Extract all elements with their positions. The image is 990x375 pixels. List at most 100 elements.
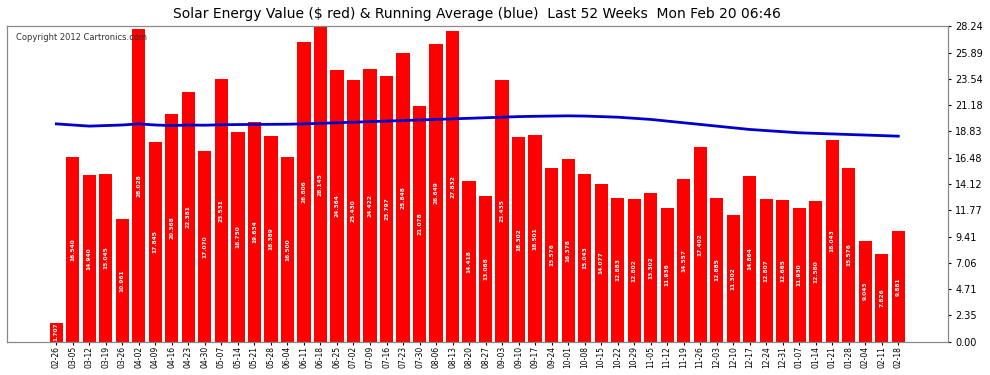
Text: 10.961: 10.961 xyxy=(120,269,125,292)
Text: 21.078: 21.078 xyxy=(417,213,422,236)
Text: 12.580: 12.580 xyxy=(813,260,819,283)
Bar xyxy=(430,44,443,342)
Bar xyxy=(50,322,63,342)
Text: 14.418: 14.418 xyxy=(466,250,471,273)
Bar xyxy=(842,168,855,342)
Text: 28.028: 28.028 xyxy=(137,174,142,196)
Bar xyxy=(182,92,195,342)
Text: 26.649: 26.649 xyxy=(434,182,439,204)
Bar xyxy=(545,168,558,342)
Text: 18.043: 18.043 xyxy=(830,230,835,252)
Bar xyxy=(99,174,113,342)
Bar xyxy=(297,42,311,342)
Bar xyxy=(892,231,905,342)
Text: 7.826: 7.826 xyxy=(879,289,884,308)
Text: 11.936: 11.936 xyxy=(664,264,669,286)
Bar xyxy=(479,196,492,342)
Bar xyxy=(331,69,344,342)
Text: 14.940: 14.940 xyxy=(87,247,92,270)
Text: 28.145: 28.145 xyxy=(318,173,323,196)
Text: 15.576: 15.576 xyxy=(549,243,554,266)
Bar xyxy=(396,53,410,342)
Bar xyxy=(165,114,178,342)
Text: 16.500: 16.500 xyxy=(285,238,290,261)
Bar xyxy=(875,254,888,342)
Text: 14.077: 14.077 xyxy=(599,252,604,274)
Text: 18.501: 18.501 xyxy=(533,227,538,250)
Text: 12.802: 12.802 xyxy=(632,259,637,282)
Bar xyxy=(215,79,228,342)
Text: 17.845: 17.845 xyxy=(152,231,157,254)
Bar xyxy=(660,209,674,342)
Text: 18.389: 18.389 xyxy=(268,228,273,251)
Bar xyxy=(595,184,608,342)
Bar xyxy=(776,200,789,342)
Text: 11.302: 11.302 xyxy=(731,267,736,290)
Text: 9.043: 9.043 xyxy=(862,282,868,300)
Title: Solar Energy Value ($ red) & Running Average (blue)  Last 52 Weeks  Mon Feb 20 0: Solar Energy Value ($ red) & Running Ave… xyxy=(173,7,781,21)
Bar xyxy=(66,157,79,342)
Bar xyxy=(198,151,212,342)
Text: 23.797: 23.797 xyxy=(384,197,389,220)
Text: 26.806: 26.806 xyxy=(301,181,307,203)
Text: 18.302: 18.302 xyxy=(516,228,521,251)
Bar xyxy=(793,209,806,342)
Text: 23.531: 23.531 xyxy=(219,199,224,222)
Text: 11.930: 11.930 xyxy=(797,264,802,286)
Text: 24.422: 24.422 xyxy=(367,194,372,217)
Bar xyxy=(363,69,376,342)
Text: 16.378: 16.378 xyxy=(565,239,570,262)
Text: 23.435: 23.435 xyxy=(500,200,505,222)
Bar xyxy=(281,158,294,342)
Bar xyxy=(446,31,459,342)
Bar xyxy=(727,215,740,342)
Bar xyxy=(858,241,872,342)
Text: 25.848: 25.848 xyxy=(401,186,406,209)
Text: 13.068: 13.068 xyxy=(483,257,488,280)
Bar xyxy=(346,80,360,342)
Text: 14.557: 14.557 xyxy=(681,249,686,272)
Text: 17.070: 17.070 xyxy=(202,235,207,258)
Text: 16.540: 16.540 xyxy=(70,238,75,261)
Bar xyxy=(759,199,773,342)
Text: 18.750: 18.750 xyxy=(236,226,241,248)
Text: 1.707: 1.707 xyxy=(53,323,58,341)
Bar xyxy=(512,137,525,342)
Text: 14.864: 14.864 xyxy=(747,247,752,270)
Text: 23.430: 23.430 xyxy=(351,200,356,222)
Text: 24.364: 24.364 xyxy=(335,194,340,217)
Bar xyxy=(83,175,96,342)
Bar xyxy=(314,27,327,342)
Text: Copyright 2012 Cartronics.com: Copyright 2012 Cartronics.com xyxy=(17,33,148,42)
Bar xyxy=(116,219,129,342)
Bar xyxy=(644,193,657,342)
Text: 19.634: 19.634 xyxy=(251,220,257,243)
Text: 12.885: 12.885 xyxy=(714,258,719,281)
Bar xyxy=(578,174,591,342)
Bar xyxy=(413,106,426,342)
Bar xyxy=(710,198,724,342)
Bar xyxy=(148,142,162,342)
Bar xyxy=(133,28,146,342)
Bar xyxy=(826,140,839,342)
Text: 22.381: 22.381 xyxy=(186,205,191,228)
Bar xyxy=(809,201,823,342)
Bar xyxy=(232,132,245,342)
Bar xyxy=(611,198,625,342)
Bar xyxy=(743,176,756,342)
Text: 12.807: 12.807 xyxy=(763,259,768,282)
Text: 27.832: 27.832 xyxy=(450,175,455,198)
Text: 15.576: 15.576 xyxy=(846,243,851,266)
Bar xyxy=(694,147,707,342)
Text: 13.302: 13.302 xyxy=(648,256,653,279)
Text: 15.045: 15.045 xyxy=(103,246,108,269)
Bar xyxy=(462,181,475,342)
Bar xyxy=(495,80,509,342)
Text: 9.881: 9.881 xyxy=(896,277,901,296)
Bar xyxy=(529,135,542,342)
Text: 12.883: 12.883 xyxy=(615,258,620,281)
Bar xyxy=(264,136,277,342)
Text: 12.665: 12.665 xyxy=(780,260,785,282)
Text: 15.043: 15.043 xyxy=(582,246,587,269)
Bar xyxy=(561,159,575,342)
